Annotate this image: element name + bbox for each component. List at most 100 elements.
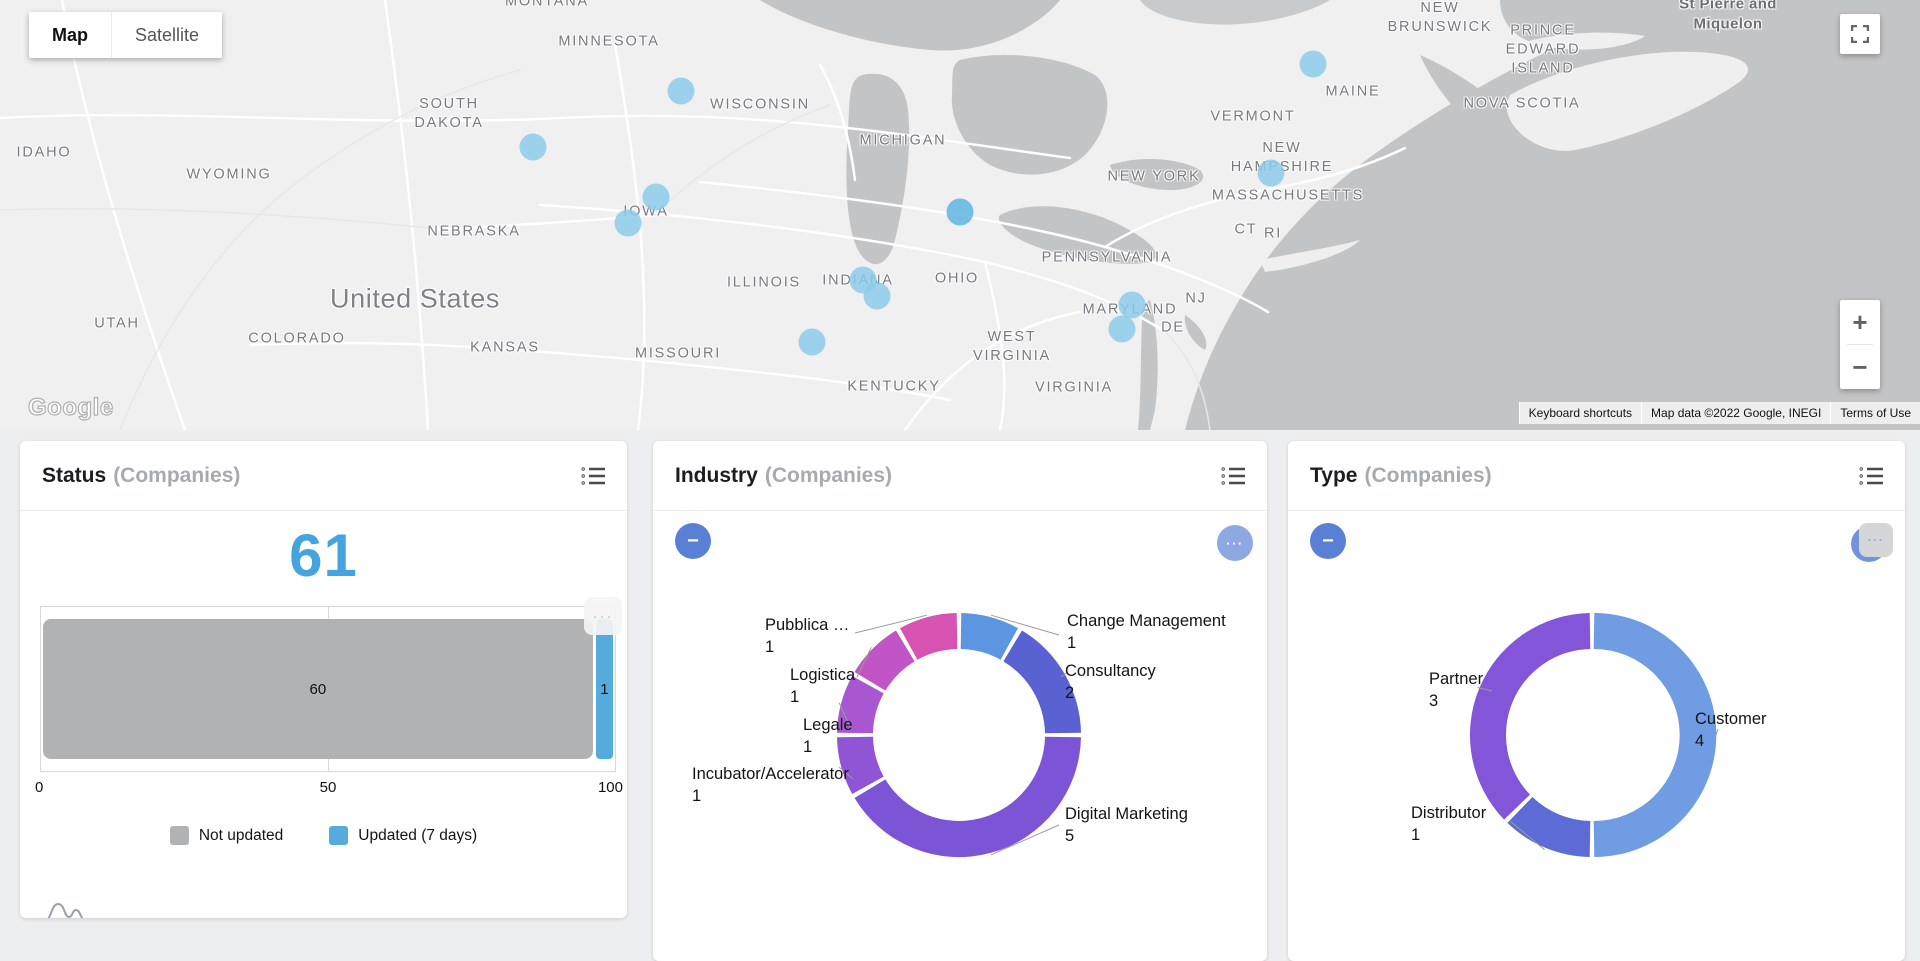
map-marker[interactable]	[667, 77, 695, 105]
map-water	[1140, 0, 1330, 25]
chart-menu-button[interactable]: ···	[584, 597, 622, 635]
zoom-out-chart-button[interactable]: −	[1310, 523, 1346, 559]
legend-item-notupdated[interactable]: Not updated	[169, 826, 284, 845]
satellite-button[interactable]: Satellite	[111, 12, 223, 58]
map-marker[interactable]	[519, 133, 547, 161]
industry-donut-chart[interactable]	[653, 511, 1267, 960]
chart-menu-button[interactable]: ···	[1217, 525, 1253, 561]
legend-item-updated[interactable]: Updated (7 days)	[329, 826, 477, 845]
map-pei	[1525, 32, 1645, 50]
map-marker[interactable]	[1108, 315, 1136, 343]
industry-panel-body: − ··· Change Management 1 Consultancy 2 Di…	[653, 511, 1267, 960]
type-panel-header: Type (Companies)	[1288, 441, 1905, 511]
type-donut-chart[interactable]	[1288, 511, 1905, 960]
map-data-attribution: Map data ©2022 Google, INEGI	[1641, 402, 1831, 424]
bar-value-label: 60	[309, 680, 327, 698]
map-water	[1500, 0, 1660, 46]
chart-menu-button[interactable]: ···	[1851, 523, 1893, 563]
map-marker[interactable]	[863, 282, 891, 310]
donut-slice[interactable]	[837, 676, 884, 734]
google-logo: Google	[27, 393, 114, 421]
panel-title: Industry	[675, 463, 758, 487]
status-bar-updated[interactable]: 1	[595, 619, 613, 759]
legend-label: Updated (7 days)	[358, 826, 478, 844]
label-connector	[854, 614, 928, 634]
map-terrain	[0, 0, 1920, 430]
map-marker[interactable]	[614, 209, 642, 237]
map-marker[interactable]	[798, 328, 826, 356]
legend-swatch	[169, 826, 189, 845]
panel-subtitle: (Companies)	[1364, 463, 1492, 487]
zoom-control: + −	[1840, 300, 1880, 389]
list-icon[interactable]	[581, 466, 605, 486]
list-icon[interactable]	[1859, 466, 1883, 486]
fullscreen-button[interactable]	[1840, 14, 1880, 54]
map-label: MAINE	[1325, 83, 1381, 100]
donut-slice[interactable]	[854, 736, 1082, 858]
status-bar-notupdated[interactable]: 60	[43, 619, 593, 759]
map-label: RI	[1263, 225, 1283, 242]
map-nova-scotia	[1506, 51, 1749, 151]
map-label: KENTUCKY	[847, 378, 941, 395]
map-label: ILLINOIS	[726, 274, 802, 291]
list-icon[interactable]	[1221, 466, 1245, 486]
terms-of-use-link[interactable]: Terms of Use	[1830, 402, 1920, 424]
legend-swatch	[329, 826, 349, 845]
bar-value-label: 1	[600, 680, 609, 698]
donut-slice[interactable]	[1507, 797, 1591, 857]
status-panel: Status (Companies) 61 60 1	[20, 441, 627, 918]
lake-ontario	[1110, 158, 1204, 190]
donut-label: Change Management 1	[1067, 612, 1226, 652]
lake-superior	[760, 0, 1060, 51]
donut-slice[interactable]	[1469, 613, 1591, 820]
label-connector	[838, 766, 854, 780]
donut-slice[interactable]	[1003, 630, 1081, 734]
map-label: MONTANA	[504, 0, 590, 10]
map-label: WYOMING	[186, 166, 272, 183]
status-panel-body: 61 60 1 ··· 0 50 100	[20, 521, 627, 918]
map-label: United States	[330, 283, 500, 314]
donut-slice[interactable]	[854, 630, 915, 691]
panel-title: Status	[42, 463, 107, 487]
status-bar-row: 60 1	[43, 619, 613, 759]
label-connector	[990, 824, 1060, 856]
label-connector	[990, 614, 1060, 636]
donut-label: Consultancy 2	[1065, 662, 1156, 702]
donut-label: Customer 4	[1695, 710, 1767, 750]
label-connector	[856, 647, 872, 678]
map-attribution: Keyboard shortcuts Map data ©2022 Google…	[1518, 402, 1920, 424]
keyboard-shortcuts-link[interactable]: Keyboard shortcuts	[1518, 402, 1642, 424]
label-connector	[1477, 687, 1493, 692]
zoom-in-button[interactable]: +	[1840, 300, 1880, 344]
map-marker[interactable]	[1118, 291, 1146, 319]
map-marker[interactable]	[1299, 50, 1327, 78]
chesapeake-bay	[1138, 300, 1158, 430]
donut-slice[interactable]	[900, 613, 958, 660]
donut-slice[interactable]	[837, 736, 884, 794]
panel-subtitle: (Companies)	[764, 463, 893, 487]
map[interactable]: MONTANA MINNESOTA WISCONSIN SOUTH DAKOTA MIC…	[0, 0, 1920, 430]
map-marker[interactable]	[946, 198, 974, 226]
status-bar-chart: 60 1 ···	[40, 597, 622, 772]
map-label: DE	[1161, 319, 1185, 336]
axis-tick: 100	[597, 779, 623, 796]
map-label: COLORADO	[248, 330, 346, 347]
zoom-divider	[1847, 344, 1873, 345]
label-connector	[1509, 820, 1545, 850]
map-label: SOUTH DAKOTA	[414, 96, 484, 131]
donut-slice[interactable]	[1593, 613, 1717, 857]
legend-label: Not updated	[198, 826, 284, 844]
map-label: CT	[1234, 221, 1258, 238]
zoom-out-chart-button[interactable]: −	[675, 523, 711, 559]
status-legend: Not updated Updated (7 days)	[20, 826, 627, 845]
map-marker[interactable]	[642, 183, 670, 211]
map-label: NEBRASKA	[427, 223, 521, 240]
donut-label: Partner 3	[1429, 670, 1484, 710]
donut-slice[interactable]	[960, 613, 1018, 660]
map-label: UTAH	[94, 315, 140, 332]
zoom-out-button[interactable]: −	[1840, 345, 1880, 389]
map-marker[interactable]	[1257, 159, 1285, 187]
map-button[interactable]: Map	[29, 12, 111, 58]
menu-ellipsis-icon: ···	[1859, 523, 1893, 557]
industry-panel-header: Industry (Companies)	[653, 441, 1267, 511]
